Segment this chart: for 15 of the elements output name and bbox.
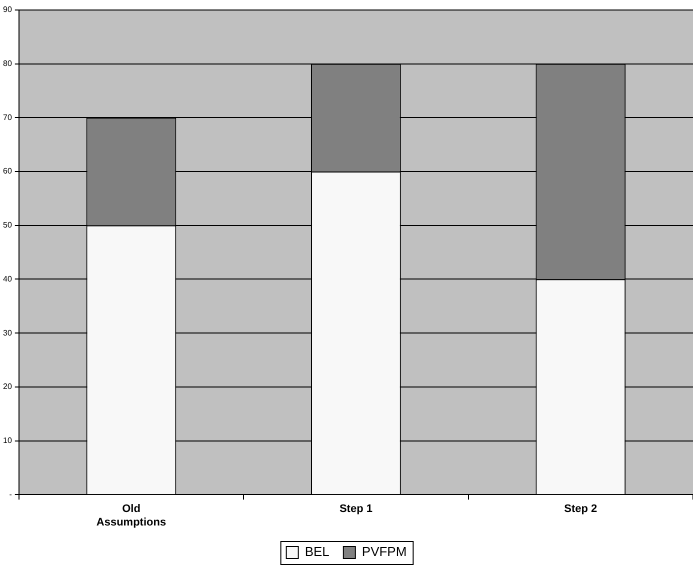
y-tick-label: 40	[2, 274, 12, 284]
y-tick-label: 70	[2, 112, 12, 122]
y-tick-label: -	[9, 490, 12, 499]
y-tick-label: 50	[2, 220, 12, 230]
x-tick-label: Old Assumptions	[96, 503, 166, 528]
legend-label: BEL	[304, 544, 330, 560]
x-tick-label: Step 1	[339, 503, 372, 516]
y-tick-label: 20	[2, 382, 12, 392]
y-tick-label: 60	[2, 166, 12, 176]
y-tick-label: 80	[2, 59, 12, 68]
y-tick-label: 90	[2, 5, 12, 14]
legend-label: PVFPM	[362, 544, 407, 560]
x-tick-label: Step 2	[564, 503, 598, 516]
y-tick-label: 30	[2, 328, 12, 338]
y-tick-label: 10	[2, 436, 12, 445]
